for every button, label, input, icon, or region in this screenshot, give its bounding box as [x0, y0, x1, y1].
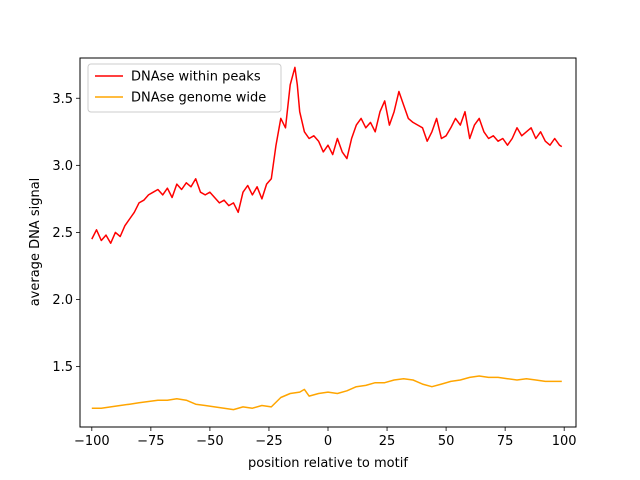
y-tick-label: 2.5 [52, 226, 73, 241]
y-axis-label: average DNA signal [28, 178, 43, 307]
x-tick-label: 75 [497, 434, 514, 449]
x-tick-label: 100 [552, 434, 577, 449]
y-tick-label: 3.0 [52, 159, 73, 174]
x-tick-label: −100 [74, 434, 110, 449]
plot-background [80, 58, 576, 427]
y-tick-label: 2.0 [52, 293, 73, 308]
series-line-dnase-within-peaks [91, 66, 563, 244]
x-tick-label: −50 [196, 434, 223, 449]
y-tick-label: 3.5 [52, 92, 73, 107]
x-tick-label: 25 [379, 434, 396, 449]
x-axis: −100 −75 −50 −25 0 25 50 75 100 [74, 427, 577, 449]
x-tick-label: −75 [137, 434, 164, 449]
x-axis-label: position relative to motif [248, 456, 408, 471]
legend-label-within-peaks: DNAse within peaks [131, 70, 261, 85]
legend-box [87, 63, 282, 113]
series-line-dnase-genome-wide [91, 375, 562, 411]
series-layer [91, 66, 563, 411]
legend: DNAse within peaks DNAse genome wide [87, 63, 282, 113]
x-tick-label: 50 [438, 434, 455, 449]
y-axis: 1.5 2.0 2.5 3.0 3.5 [52, 92, 80, 375]
x-tick-label: −25 [255, 434, 282, 449]
y-tick-label: 1.5 [52, 360, 73, 375]
legend-label-genome-wide: DNAse genome wide [131, 91, 266, 106]
x-tick-label: 0 [324, 434, 332, 449]
